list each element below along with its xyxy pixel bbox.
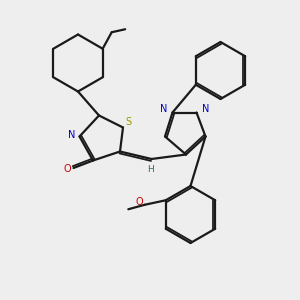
Text: N: N xyxy=(202,104,209,115)
Text: O: O xyxy=(63,164,71,175)
Text: H: H xyxy=(147,165,153,174)
Text: O: O xyxy=(136,197,143,207)
Text: N: N xyxy=(160,104,167,115)
Text: S: S xyxy=(125,117,131,127)
Text: N: N xyxy=(68,130,76,140)
